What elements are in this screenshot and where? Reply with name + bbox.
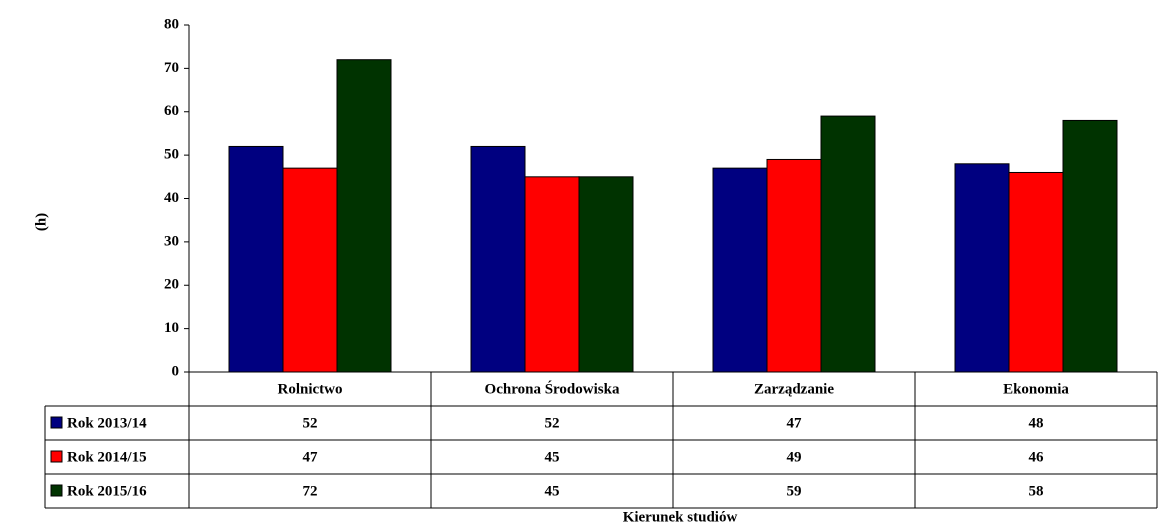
bar [228, 145, 284, 373]
y-tick-label: 40 [164, 190, 179, 206]
table-value: 47 [303, 449, 319, 465]
table-value: 45 [545, 449, 560, 465]
bar [766, 158, 822, 373]
bar [1062, 119, 1118, 373]
y-tick-label: 50 [164, 147, 179, 163]
y-tick-label: 20 [164, 277, 179, 293]
x-tick-label: Ochrona Środowiska [485, 380, 620, 397]
table-value: 47 [787, 415, 803, 431]
legend-swatch [50, 416, 63, 429]
bar [470, 145, 526, 373]
bar [578, 176, 634, 373]
bar [820, 115, 876, 373]
x-tick-label: Rolnictwo [278, 381, 343, 397]
table-value: 49 [787, 449, 802, 465]
y-axis-label: (h) [33, 213, 49, 231]
legend-label: Rok 2014/15 [67, 449, 147, 465]
x-axis-label: Kierunek studiów [623, 509, 738, 525]
table-value: 46 [1029, 449, 1045, 465]
legend-swatch [50, 450, 63, 463]
table-value: 72 [303, 483, 318, 499]
table-value: 52 [303, 415, 318, 431]
y-tick-label: 0 [172, 363, 180, 379]
x-tick-label: Ekonomia [1003, 381, 1069, 397]
y-tick-label: 10 [164, 320, 179, 336]
bar [1008, 171, 1064, 373]
legend-label: Rok 2015/16 [67, 483, 147, 499]
y-tick-label: 80 [164, 16, 179, 32]
bar [282, 167, 338, 373]
table-value: 52 [545, 415, 560, 431]
table-value: 48 [1029, 415, 1044, 431]
bar [524, 176, 580, 373]
bar [336, 59, 392, 373]
y-tick-label: 30 [164, 233, 179, 249]
y-tick-label: 70 [164, 60, 179, 76]
table-value: 59 [787, 483, 802, 499]
x-tick-label: Zarządzanie [754, 381, 834, 397]
legend-label: Rok 2013/14 [67, 415, 147, 431]
y-tick-label: 60 [164, 103, 179, 119]
legend-swatch [50, 484, 63, 497]
table-value: 58 [1029, 483, 1044, 499]
table-value: 45 [545, 483, 560, 499]
bar [712, 167, 768, 373]
bar [954, 163, 1010, 373]
